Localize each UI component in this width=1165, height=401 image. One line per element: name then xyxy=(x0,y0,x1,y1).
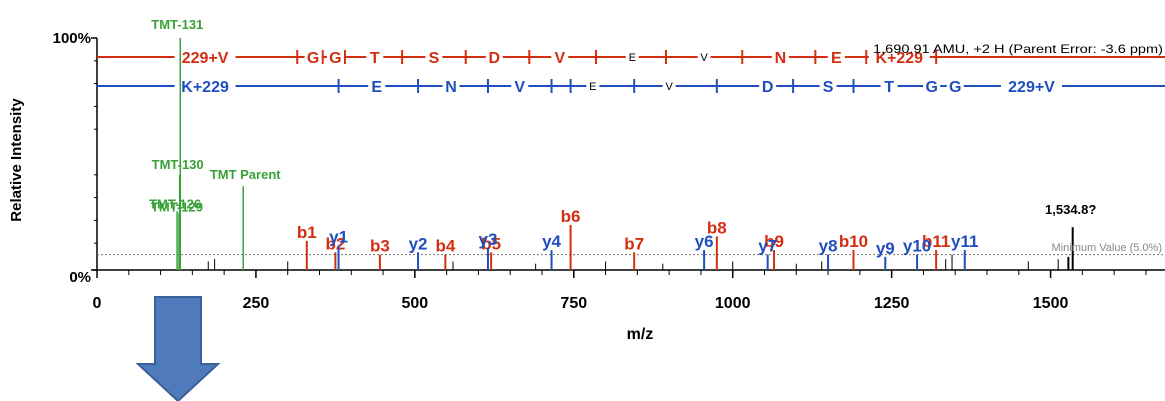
y-ion-label: y4 xyxy=(542,232,561,251)
y-sequence-label-bg xyxy=(586,77,600,95)
y-sequence-label-bg xyxy=(1001,77,1062,95)
parent-info: 1,690.91 AMU, +2 H (Parent Error: -3.6 p… xyxy=(873,42,1163,56)
reporter-peak-label: TMT Parent xyxy=(210,167,281,182)
y-sequence-label-bg xyxy=(511,77,529,95)
x-axis-title: m/z xyxy=(627,326,654,343)
y-ion-label: y6 xyxy=(695,232,714,251)
y-ion-label: y9 xyxy=(876,239,895,258)
x-tick-label: 1500 xyxy=(1033,295,1069,312)
y-ion-label: y10 xyxy=(903,237,931,256)
b-ion-label: b2 xyxy=(325,234,345,253)
x-tick-label: 0 xyxy=(93,295,102,312)
b-sequence-residue: N xyxy=(775,50,787,67)
y-sequence-residue: V xyxy=(514,79,525,96)
b-ion-label: b4 xyxy=(435,237,455,256)
x-tick-label: 1250 xyxy=(874,295,910,312)
y-sequence-residue: G xyxy=(925,79,937,96)
b-sequence-residue: 229+V xyxy=(182,50,229,67)
down-arrow-icon xyxy=(135,296,221,401)
y-ion-label: y8 xyxy=(819,237,838,256)
b-sequence-label-bg xyxy=(304,48,322,66)
b-sequence-label-bg xyxy=(771,48,789,66)
b-sequence-label-bg xyxy=(868,48,930,66)
y-sequence-label-bg xyxy=(946,77,964,95)
y-sequence-label-bg xyxy=(880,77,898,95)
x-tick-label: 750 xyxy=(560,295,587,312)
y-sequence-label-bg xyxy=(759,77,777,95)
reporter-peak-label: TMT-131 xyxy=(151,17,203,32)
b-sequence-residue: G xyxy=(307,50,319,67)
b-sequence-residue: K+229 xyxy=(875,50,923,67)
b-sequence-residue: V xyxy=(554,50,565,67)
x-tick-label: 250 xyxy=(243,295,270,312)
b-sequence-label-bg xyxy=(827,48,845,66)
other-peak-label: 1,534.8? xyxy=(1045,202,1096,217)
b-ion-label: b10 xyxy=(839,232,868,251)
b-sequence-residue: T xyxy=(370,50,380,67)
b-ion-label: b5 xyxy=(481,234,501,253)
y-sequence-residue: 229+V xyxy=(1008,79,1055,96)
b-sequence-label-bg xyxy=(366,48,384,66)
b-ion-label: b6 xyxy=(561,207,581,226)
y-ion-label: y1 xyxy=(329,227,348,246)
y-sequence-residue: N xyxy=(445,79,457,96)
y-sequence-label-bg xyxy=(442,77,460,95)
y-sequence-residue: T xyxy=(884,79,894,96)
b-sequence-residue: V xyxy=(700,52,708,64)
b-sequence-label-bg xyxy=(551,48,569,66)
y-sequence-residue: E xyxy=(371,79,382,96)
b-sequence-label-bg xyxy=(485,48,503,66)
b-sequence-label-bg xyxy=(697,48,711,66)
y-sequence-residue: K+229 xyxy=(181,79,229,96)
y-sequence-residue: D xyxy=(762,79,774,96)
b-sequence-residue: D xyxy=(489,50,501,67)
minimum-value-label: Minimum Value (5.0%) xyxy=(1052,242,1162,254)
b-sequence-label-bg xyxy=(625,48,639,66)
b-sequence-label-bg xyxy=(326,48,344,66)
y-sequence-residue: S xyxy=(823,79,834,96)
y-sequence-residue: V xyxy=(665,81,673,93)
b-ion-label: b7 xyxy=(624,234,644,253)
b-ion-label: b1 xyxy=(297,223,317,242)
b-sequence-residue: S xyxy=(429,50,440,67)
y-sequence-label-bg xyxy=(923,77,941,95)
b-sequence-residue: E xyxy=(831,50,842,67)
y-sequence-label-bg xyxy=(174,77,236,95)
b-sequence-residue: G xyxy=(329,50,341,67)
y-ion-label: y11 xyxy=(951,232,978,251)
y-sequence-label-bg xyxy=(819,77,837,95)
y-sequence-label-bg xyxy=(368,77,386,95)
b-sequence-residue: E xyxy=(629,52,636,64)
y-axis-title: Relative Intensity xyxy=(8,98,25,222)
y-ion-label: y3 xyxy=(479,230,498,249)
b-ion-label: b11 xyxy=(922,232,950,251)
y-ion-label: y7 xyxy=(758,237,777,256)
b-ion-label: b8 xyxy=(707,218,727,237)
x-tick-label: 500 xyxy=(402,295,429,312)
b-sequence-label-bg xyxy=(425,48,443,66)
y-sequence-residue: E xyxy=(589,81,596,93)
y-ion-label: y2 xyxy=(409,234,428,253)
y-sequence-residue: G xyxy=(949,79,961,96)
reporter-peak-label: TMT-130 xyxy=(152,157,204,172)
b-ion-label: b3 xyxy=(370,237,390,256)
y-tick-label: 0% xyxy=(69,269,91,286)
y-tick-label: 100% xyxy=(53,30,91,47)
b-sequence-label-bg xyxy=(174,48,236,66)
x-tick-label: 1000 xyxy=(715,295,751,312)
y-sequence-label-bg xyxy=(662,77,676,95)
reporter-peak-label: TMT-126 xyxy=(149,196,201,211)
b-ion-label: b9 xyxy=(764,232,784,251)
reporter-peak-label: TMT-129 xyxy=(151,200,203,215)
